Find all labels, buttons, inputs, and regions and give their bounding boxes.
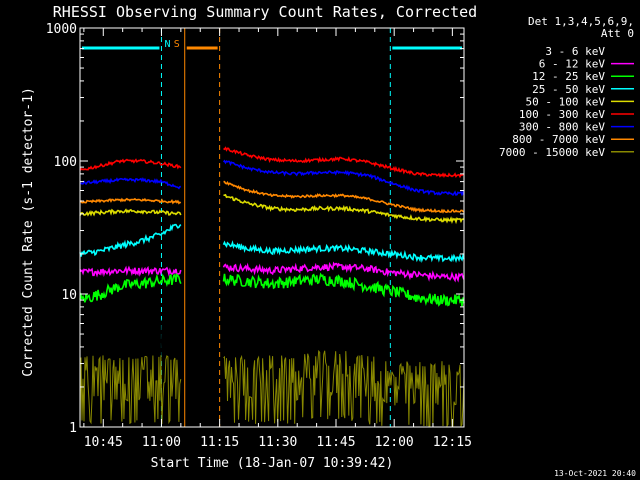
y-tick-label-1000: 1000 [46, 22, 77, 37]
x-tick-label-3: 11:30 [258, 435, 297, 450]
y-tick-label-100: 100 [54, 155, 77, 170]
legend-label-100-300-kev: 100 - 300 keV [519, 108, 605, 121]
legend-header-line-2: Att 0 [601, 27, 634, 40]
annotation-night-0-label: N [164, 39, 170, 50]
series-300-800-kev-segment-2 [222, 159, 465, 197]
x-tick-label-1: 11:00 [142, 435, 181, 450]
series-7000-15000-kev-segment-1 [79, 355, 182, 425]
legend-label-7000-15000-kev: 7000 - 15000 keV [499, 146, 605, 159]
series-6-12-kev-segment-1 [79, 265, 182, 278]
footer-timestamp: 13-Oct-2021 20:40 [554, 469, 636, 478]
legend-label-12-25-kev: 12 - 25 keV [532, 70, 605, 83]
series-6-12-kev-segment-2 [222, 261, 465, 283]
series-800-7000-kev-segment-2 [223, 180, 465, 214]
x-tick-label-6: 12:15 [433, 435, 472, 450]
series-25-50-kev-segment-1 [79, 223, 182, 257]
y-axis-label: Corrected Count Rate (s-1 detector-1) [21, 87, 36, 377]
legend-label-800-7000-kev: 800 - 7000 keV [512, 133, 605, 146]
y-tick-label-10: 10 [61, 288, 77, 303]
series-800-7000-kev-segment-1 [79, 197, 182, 205]
legend-label-3-6-kev: 3 - 6 keV [545, 45, 605, 58]
series-50-100-kev-segment-2 [223, 193, 465, 225]
x-tick-label-0: 10:45 [84, 435, 123, 450]
series-100-300-kev-segment-1 [79, 158, 182, 171]
series-12-25-kev-segment-1 [79, 272, 182, 303]
x-tick-label-4: 11:45 [316, 435, 355, 450]
axes: 1 10 100 1000 10:45 11:00 11:15 11:30 11:45 12:00… [46, 22, 472, 450]
legend-label-50-100-kev: 50 - 100 keV [526, 95, 606, 108]
series-50-100-kev-segment-1 [79, 208, 182, 217]
y-tick-label-1: 1 [69, 421, 77, 436]
legend-header-line-1: Det 1,3,4,5,6,9, [528, 15, 634, 28]
chart-title: RHESSI Observing Summary Count Rates, Co… [53, 3, 477, 21]
series-3-6-kev-segment-1 [79, 308, 182, 377]
legend-label-300-800-kev: 300 - 800 keV [519, 121, 605, 134]
series-100-300-kev-segment-2 [223, 146, 465, 179]
x-axis-label: Start Time (18-Jan-07 10:39:42) [151, 456, 394, 471]
y-axis-label-text: Corrected Count Rate (s-1 detector-1) [21, 87, 36, 377]
series-3-6-kev-segment-2 [223, 300, 465, 391]
annotation-saa-2-label: S [174, 39, 180, 50]
x-tick-label-2: 11:15 [200, 435, 239, 450]
plot-frame [79, 27, 465, 428]
series-25-50-kev-segment-2 [222, 240, 465, 264]
series-7000-15000-kev-segment-2 [223, 349, 465, 428]
legend-label-6-12-kev: 6 - 12 keV [539, 58, 606, 71]
series-12-25-kev-segment-2 [222, 272, 465, 307]
legend-label-25-50-kev: 25 - 50 keV [532, 83, 605, 96]
series-300-800-kev-segment-1 [79, 177, 182, 190]
x-tick-label-5: 12:00 [375, 435, 414, 450]
